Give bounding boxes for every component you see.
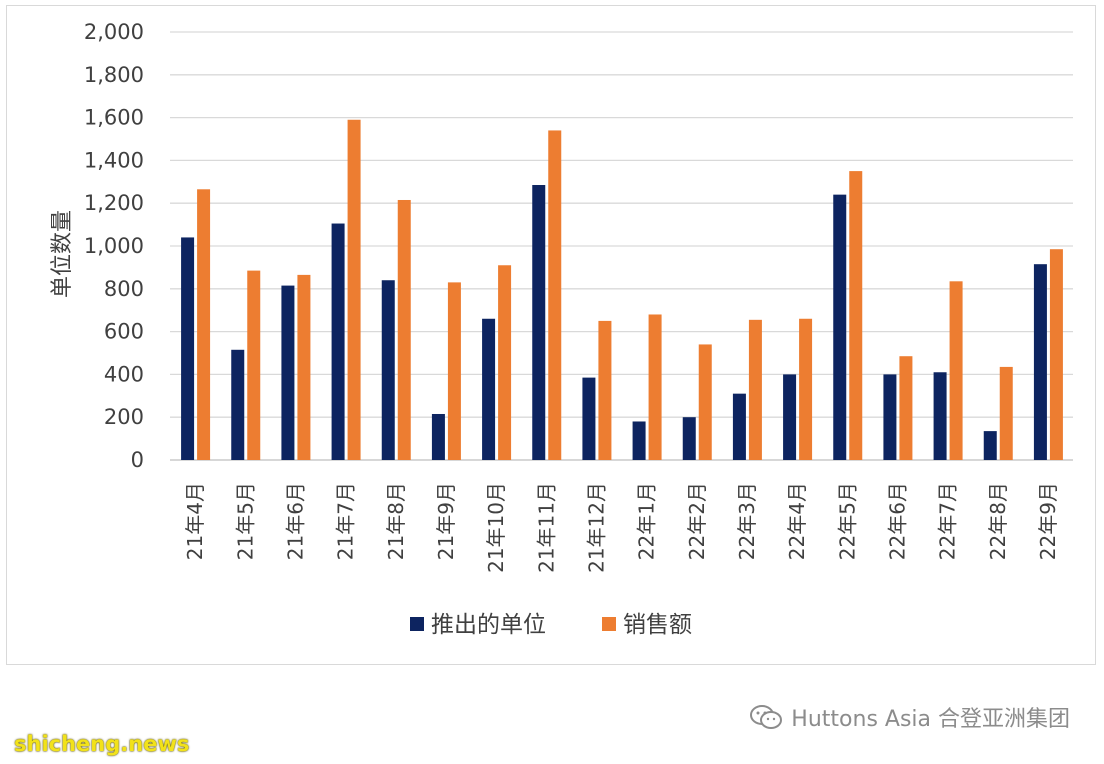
bar-sales xyxy=(447,282,461,460)
y-tick-label: 1,200 xyxy=(84,191,144,215)
x-tick-label: 21年12月 xyxy=(584,482,608,573)
y-tick-label: 400 xyxy=(104,362,144,386)
x-tick-label: 22年1月 xyxy=(635,482,659,560)
x-tick-label: 22年9月 xyxy=(1036,482,1060,560)
y-tick-label: 2,000 xyxy=(84,20,144,44)
bar-launched xyxy=(883,374,897,460)
watermark: Huttons Asia 合登亚洲集团 xyxy=(749,701,1070,733)
x-tick-label: 21年7月 xyxy=(334,482,358,560)
bar-sales xyxy=(297,274,311,460)
chart-frame: 0 200 400 600 800 1,000 1,200 1,400 1,600 1,800 2,… xyxy=(6,5,1096,665)
x-tick-label: 21年11月 xyxy=(534,482,558,573)
legend-swatch xyxy=(410,617,424,631)
x-tick-label: 22年5月 xyxy=(835,482,859,560)
bar-sales xyxy=(247,270,261,460)
bar-sales xyxy=(598,320,612,460)
y-axis-label: 单位数量 xyxy=(50,210,75,298)
bar-launched xyxy=(632,421,646,460)
site-tag: shicheng.news xyxy=(14,732,190,756)
x-tick-label: 22年3月 xyxy=(735,482,759,560)
y-tick-label: 1,600 xyxy=(84,106,144,130)
legend-label: 推出的单位 xyxy=(431,612,546,638)
y-tick-label: 0 xyxy=(131,448,144,472)
y-tick-label: 600 xyxy=(104,320,144,344)
legend-swatch xyxy=(602,617,616,631)
bar-sales xyxy=(748,319,762,460)
bar-launched xyxy=(833,194,847,460)
bar-sales xyxy=(397,199,411,461)
x-tick-label: 21年6月 xyxy=(283,482,307,560)
bar-launched xyxy=(482,318,496,460)
x-tick-label: 22年6月 xyxy=(885,482,909,560)
bar-sales xyxy=(498,265,512,460)
bar-launched xyxy=(281,285,295,460)
y-tick-label: 1,800 xyxy=(84,63,144,87)
bar-launched xyxy=(933,372,947,460)
watermark-text: Huttons Asia 合登亚洲集团 xyxy=(791,707,1070,732)
bar-sales xyxy=(197,189,211,461)
bar-sales xyxy=(1049,249,1063,460)
bar-launched xyxy=(431,413,445,460)
bar-launched xyxy=(532,185,546,460)
bar-launched xyxy=(682,417,696,460)
x-tick-label: 21年8月 xyxy=(384,482,408,560)
x-tick-label: 22年2月 xyxy=(685,482,709,560)
x-tick-label: 21年10月 xyxy=(484,482,508,573)
y-tick-label: 200 xyxy=(104,405,144,429)
x-tick-label: 22年8月 xyxy=(986,482,1010,560)
bar-launched xyxy=(231,349,245,460)
legend-label: 销售额 xyxy=(623,612,692,638)
bar-launched xyxy=(1033,264,1047,460)
bar-launched xyxy=(582,377,596,460)
bar-sales xyxy=(899,356,913,460)
bar-launched xyxy=(732,393,746,460)
x-tick-label: 22年7月 xyxy=(936,482,960,560)
bar-sales xyxy=(849,171,863,460)
bar-launched xyxy=(181,237,195,460)
bar-sales xyxy=(698,344,712,460)
x-tick-label: 21年4月 xyxy=(183,482,207,560)
bar-chart: 0 200 400 600 800 1,000 1,200 1,400 1,600 1,800 2,… xyxy=(50,20,1073,638)
wechat-icon xyxy=(750,705,783,729)
bar-sales xyxy=(548,130,562,460)
y-tick-label: 1,400 xyxy=(84,148,144,172)
x-tick-label: 21年9月 xyxy=(434,482,458,560)
bar-launched xyxy=(983,431,997,460)
bar-launched xyxy=(381,280,395,460)
bar-sales xyxy=(648,314,662,460)
bar-sales xyxy=(347,119,361,461)
y-tick-label: 1,000 xyxy=(84,234,144,258)
bar-sales xyxy=(799,318,813,460)
y-tick-label: 800 xyxy=(104,277,144,301)
bar-launched xyxy=(783,374,797,460)
x-tick-label: 22年4月 xyxy=(785,482,809,560)
bar-sales xyxy=(999,366,1013,460)
x-tick-label: 21年5月 xyxy=(233,482,257,560)
bar-sales xyxy=(949,281,963,460)
bar-launched xyxy=(331,223,345,460)
